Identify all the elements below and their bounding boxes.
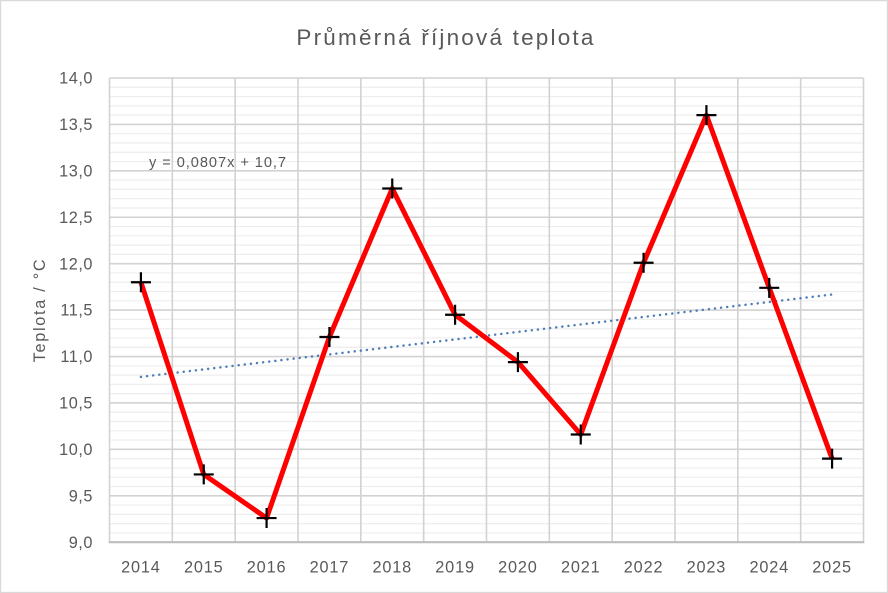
svg-text:2025: 2025 (812, 558, 852, 576)
svg-text:9,0: 9,0 (69, 534, 93, 552)
svg-text:2017: 2017 (310, 558, 350, 576)
svg-text:2022: 2022 (624, 558, 664, 576)
svg-text:Teplota / °C: Teplota / °C (31, 258, 49, 363)
svg-text:12,5: 12,5 (59, 209, 93, 227)
svg-text:11,0: 11,0 (60, 348, 93, 366)
svg-text:14,0: 14,0 (59, 70, 93, 88)
svg-text:2019: 2019 (435, 558, 475, 576)
svg-text:2023: 2023 (687, 558, 727, 576)
svg-text:2021: 2021 (561, 558, 601, 576)
svg-text:2020: 2020 (498, 558, 538, 576)
svg-text:y = 0,0807x + 10,7: y = 0,0807x + 10,7 (149, 155, 287, 171)
svg-text:2014: 2014 (121, 558, 161, 576)
svg-text:2015: 2015 (184, 558, 224, 576)
svg-text:10,0: 10,0 (59, 441, 93, 459)
svg-text:12,0: 12,0 (59, 255, 93, 273)
svg-text:11,5: 11,5 (60, 302, 93, 320)
svg-text:Průměrná říjnová teplota: Průměrná říjnová teplota (296, 25, 595, 50)
svg-text:9,5: 9,5 (69, 487, 93, 505)
svg-text:2018: 2018 (372, 558, 412, 576)
svg-text:13,0: 13,0 (59, 162, 93, 180)
svg-text:10,5: 10,5 (59, 395, 93, 413)
svg-text:13,5: 13,5 (59, 116, 93, 134)
svg-text:2016: 2016 (247, 558, 287, 576)
svg-text:2024: 2024 (749, 558, 789, 576)
